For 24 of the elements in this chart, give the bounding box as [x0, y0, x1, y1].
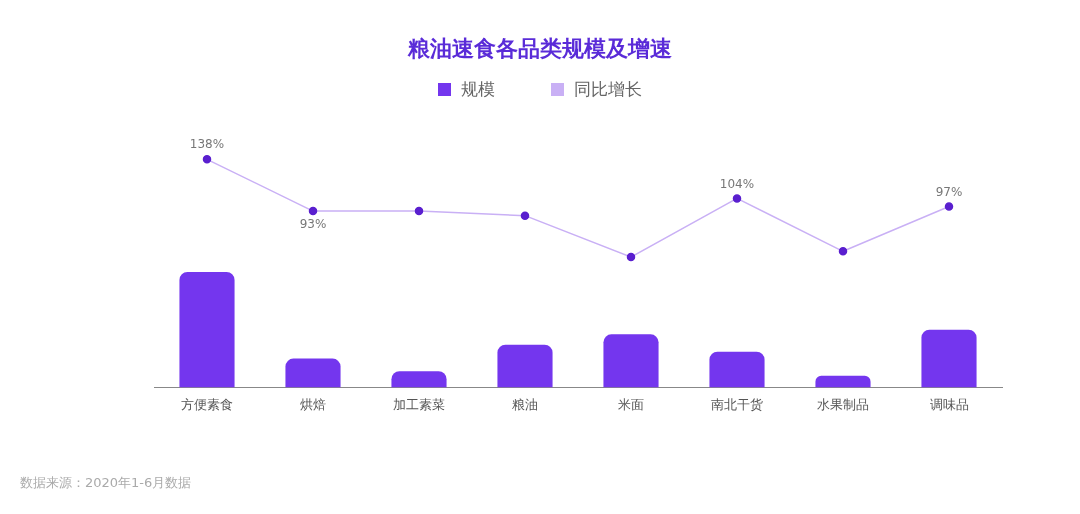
x-tick-label: 加工素菜: [393, 396, 445, 412]
data-label: 93%: [299, 217, 327, 232]
legend-label: 规模: [461, 79, 495, 99]
data-label: 104%: [719, 176, 755, 191]
bar: [709, 351, 765, 388]
x-tick-label: 烘焙: [300, 396, 326, 412]
bar: [391, 371, 447, 388]
x-tick-label: 米面: [618, 396, 644, 412]
data-label: 97%: [935, 184, 963, 199]
x-tick-label: 方便素食: [181, 396, 233, 412]
x-tick-label: 南北干货: [711, 396, 763, 412]
data-label: 138%: [189, 137, 225, 152]
bar: [815, 375, 871, 388]
bar: [179, 272, 235, 388]
source-note: 数据来源：2020年1-6月数据: [20, 474, 192, 492]
x-tick-label: 调味品: [929, 396, 969, 412]
bar: [603, 334, 659, 388]
bar: [497, 344, 553, 388]
bar: [285, 358, 341, 388]
legend-label: 同比增长: [574, 79, 642, 99]
chart-title: 粮油速食各品类规模及增速: [406, 35, 673, 63]
bar: [921, 329, 977, 388]
x-tick-label: 粮油: [512, 396, 538, 412]
x-tick-label: 水果制品: [817, 396, 869, 412]
